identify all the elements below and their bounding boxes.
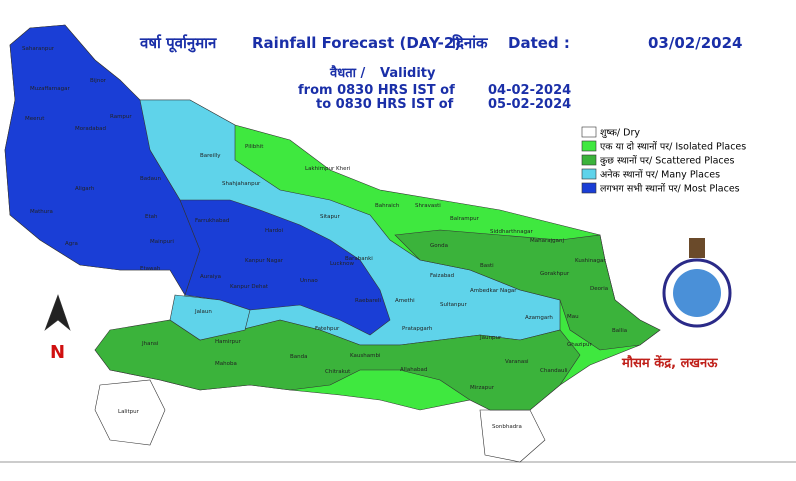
title-hindi: वर्षा पूर्वानुमान [139, 34, 217, 53]
district-label: Shravasti [415, 203, 441, 209]
legend-swatch [581, 168, 597, 180]
district-label: Jalaun [194, 309, 212, 315]
district-label: Agra [65, 241, 78, 247]
district-label: Balrampur [450, 216, 480, 222]
legend-swatch [581, 126, 597, 138]
district-label: Mainpuri [150, 239, 174, 245]
district-label: Maharajganj [530, 238, 564, 244]
district-label: Auraiya [200, 274, 221, 280]
district-label: Moradabad [75, 126, 106, 132]
legend-swatch [581, 154, 597, 166]
validity: Validity [380, 66, 436, 81]
district-label: Ambedkar Nagar [470, 288, 517, 294]
district-label: Mau [567, 314, 579, 320]
district-label: Pratapgarh [402, 326, 433, 332]
region-dry [479, 409, 546, 463]
district-label: Badaun [140, 176, 161, 182]
district-label: Aligarh [75, 186, 95, 192]
district-label: Bahraich [375, 203, 400, 209]
legend-label: अनेक स्थानों पर/ Many Places [600, 169, 720, 181]
from-line: from 0830 HRS IST of [298, 83, 455, 98]
emblem [662, 238, 732, 328]
district-label: Faizabad [430, 273, 454, 279]
office: मौसम केंद्र, लखनऊ [621, 355, 718, 371]
district-label: Fatehpur [315, 326, 340, 332]
district-label: Sitapur [320, 214, 341, 220]
region-scattered [394, 229, 661, 351]
district-label: Hamirpur [215, 339, 242, 345]
region-dry [94, 379, 166, 446]
legend-label: शुष्क/ Dry [600, 128, 640, 139]
district-label: Meerut [25, 116, 45, 122]
district-label: Azamgarh [525, 315, 553, 321]
district-label: Shahjahanpur [222, 181, 261, 187]
district-label: Muzaffarnagar [30, 86, 71, 92]
to-date: 05-02-2024 [488, 97, 571, 112]
district-label: Kushinagar [575, 258, 606, 264]
legend-label: एक या दो स्थानों पर/ Isolated Places [600, 141, 746, 153]
from-date: 04-02-2024 [488, 83, 571, 98]
legend-swatch [581, 140, 597, 152]
date-label: Dated : [508, 34, 570, 52]
district-label: Kaushambi [350, 353, 381, 359]
district-label: Mahoba [215, 361, 237, 367]
district-label: Allahabad [400, 367, 427, 373]
district-label: Basti [480, 263, 494, 269]
district-label: Etah [145, 214, 158, 220]
district-label: Mathura [30, 209, 53, 215]
district-label: Rampur [110, 114, 132, 120]
district-label: Bareilly [200, 153, 221, 159]
district-label: Saharanpur [22, 46, 55, 52]
title: Rainfall Forecast (DAY-2) [252, 34, 461, 52]
district-label: Kanpur Nagar [245, 258, 284, 264]
district-label: Jhansi [141, 341, 159, 347]
region-many [169, 294, 251, 341]
legend-swatch [581, 182, 597, 194]
district-label: Mirzapur [470, 385, 495, 391]
district-label: Jaunpur [479, 335, 502, 341]
district-label: Varanasi [505, 359, 529, 365]
north-arrow [44, 294, 71, 331]
district-label: Gorakhpur [540, 271, 570, 277]
district-label: Kanpur Dehat [230, 284, 269, 290]
date-label-hindi: दिनांक [451, 34, 489, 52]
district-label: Raebareli [355, 298, 381, 304]
legend-label: लगभग सभी स्थानों पर/ Most Places [600, 183, 740, 195]
district-label: Lakhimpur Kheri [305, 166, 351, 172]
district-label: Deoria [590, 286, 608, 292]
date: 03/02/2024 [648, 34, 742, 52]
district-label: Amethi [395, 298, 415, 304]
district-label: Etawah [140, 266, 161, 272]
validity-hindi: वैधता / [329, 65, 366, 81]
district-label: Barabanki [345, 256, 373, 262]
district-label: Banda [290, 354, 308, 360]
district-label: Lucknow [330, 261, 355, 267]
district-label: Chandauli [540, 368, 568, 374]
district-label: Ghazipur [567, 342, 593, 348]
north-label: N [50, 342, 65, 363]
district-label: Gonda [430, 243, 448, 249]
to-line: to 0830 HRS IST of [316, 97, 454, 112]
district-label: Ballia [612, 328, 627, 334]
district-label: Lalitpur [118, 409, 140, 415]
district-label: Unnao [300, 278, 318, 284]
district-label: Chitrakut [325, 369, 351, 375]
district-label: Hardoi [265, 228, 284, 234]
district-label: Sonbhadra [492, 424, 522, 430]
region-most [179, 199, 391, 336]
district-label: Pilibhit [245, 144, 264, 150]
district-label: Sultanpur [440, 302, 467, 308]
district-label: Bijnor [90, 78, 107, 84]
district-label: Siddharthnagar [490, 229, 533, 235]
region-scattered [94, 319, 581, 411]
legend-label: कुछ स्थानों पर/ Scattered Places [600, 155, 734, 167]
district-label: Farrukhabad [195, 218, 229, 224]
